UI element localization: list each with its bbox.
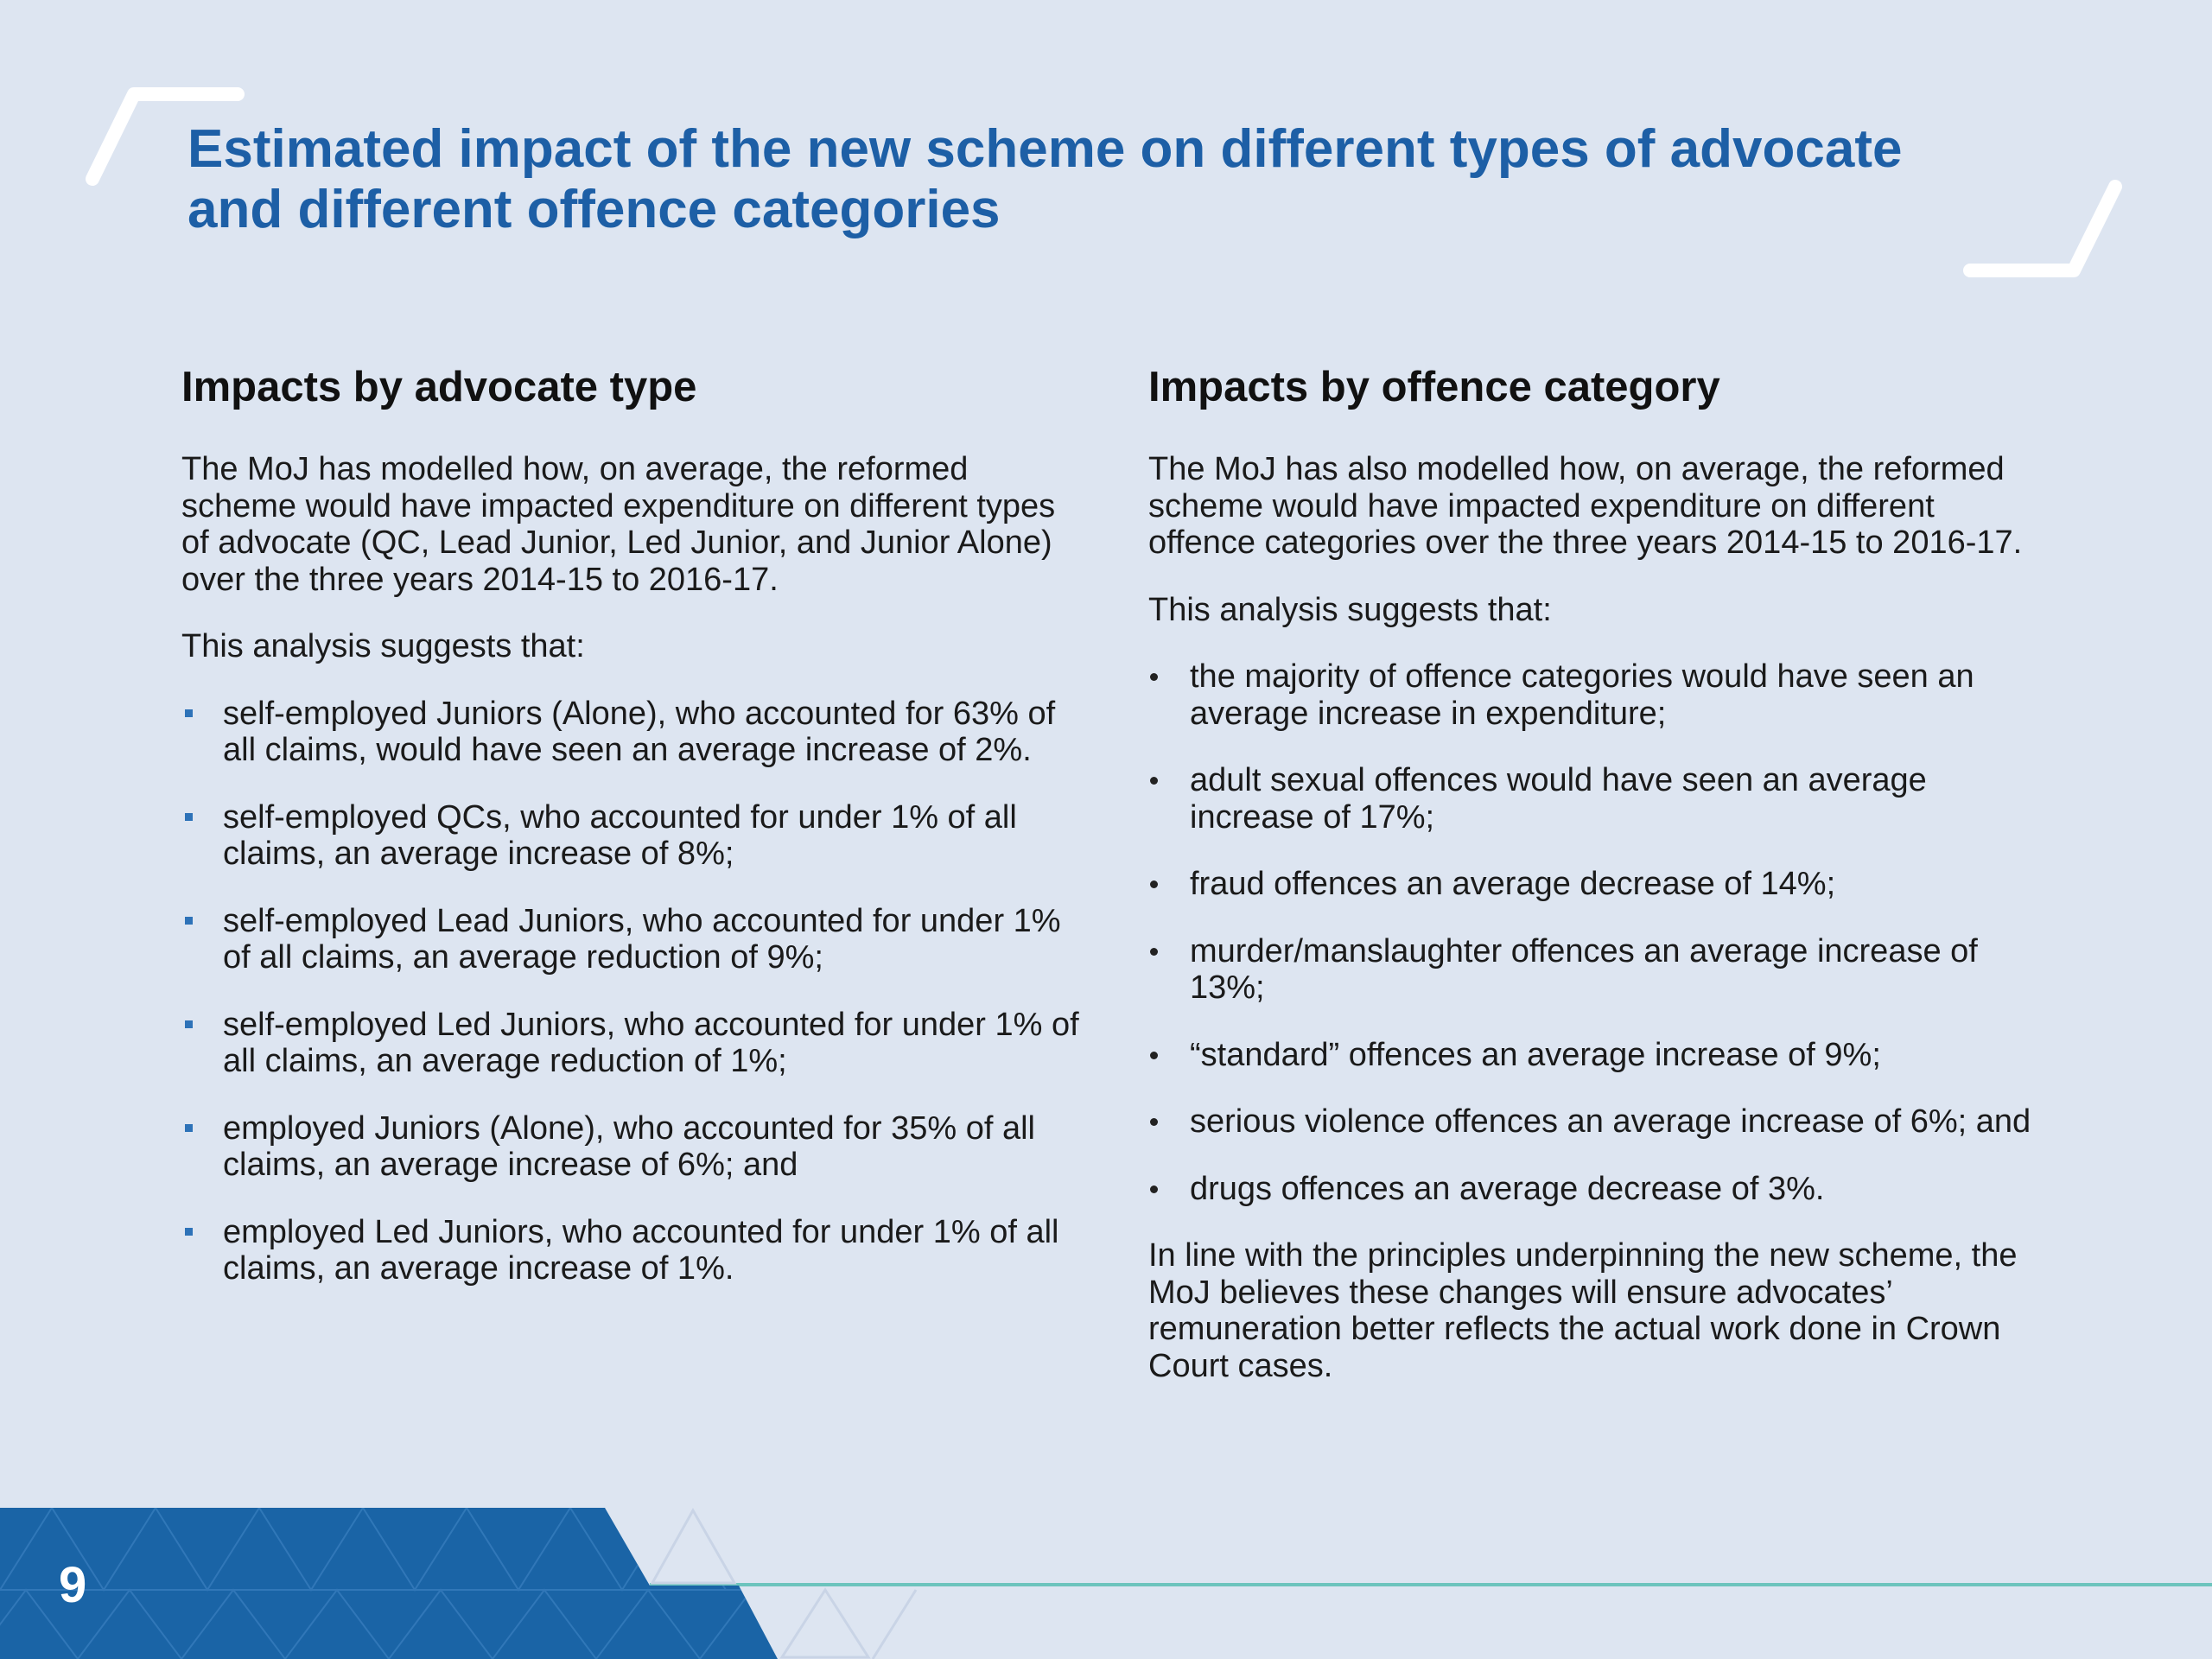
list-item: drugs offences an average decrease of 3%… — [1148, 1171, 2082, 1208]
round-bullet-icon — [1150, 777, 1158, 785]
square-bullet-icon — [185, 1227, 193, 1236]
analysis-suggests-text: This analysis suggests that: — [181, 628, 585, 664]
advocate-type-intro: The MoJ has modelled how, on average, th… — [181, 451, 1115, 598]
intro-line: of advocate (QC, Lead Junior, Led Junior… — [181, 524, 1052, 561]
list-item: adult sexual offences would have seen an… — [1148, 762, 2082, 836]
list-item-line: adult sexual offences would have seen an… — [1190, 762, 1927, 798]
round-bullet-icon — [1150, 1185, 1158, 1193]
list-item-line: drugs offences an average decrease of 3%… — [1190, 1170, 1825, 1207]
list-item-line: self-employed QCs, who accounted for und… — [223, 798, 1017, 836]
intro-line: scheme would have impacted expenditure o… — [1148, 487, 1935, 524]
list-item: murder/manslaughter offences an average … — [1148, 933, 2082, 1007]
intro-line: scheme would have impacted expenditure o… — [181, 487, 1056, 524]
advocate-type-heading: Impacts by advocate type — [181, 364, 697, 410]
list-item-line: fraud offences an average decrease of 14… — [1190, 866, 1836, 902]
list-item-line: average increase in expenditure; — [1190, 695, 1667, 732]
conclusion-line: MoJ believes these changes will ensure a… — [1148, 1274, 1893, 1311]
square-bullet-icon — [185, 812, 193, 821]
list-item: “standard” offences an average increase … — [1148, 1037, 2082, 1074]
round-bullet-icon — [1150, 880, 1158, 888]
slide-title: Estimated impact of the new scheme on di… — [188, 119, 2045, 240]
list-item-line: self-employed Juniors (Alone), who accou… — [223, 695, 1056, 732]
list-item: employed Juniors (Alone), who accounted … — [181, 1110, 1115, 1184]
list-item-line: employed Led Juniors, who accounted for … — [223, 1213, 1059, 1250]
footer-decoration — [0, 1507, 2212, 1659]
list-item-line: claims, an average increase of 1%. — [223, 1250, 734, 1287]
round-bullet-icon — [1150, 947, 1158, 956]
list-item-line: murder/manslaughter offences an average … — [1190, 932, 1978, 969]
intro-line: The MoJ has modelled how, on average, th… — [181, 451, 969, 487]
list-item-line: increase of 17%; — [1190, 798, 1435, 836]
list-item-line: 13%; — [1190, 969, 1265, 1006]
round-bullet-icon — [1150, 1118, 1158, 1126]
offence-category-intro: The MoJ has also modelled how, on averag… — [1148, 451, 2082, 562]
slide-title-line: Estimated impact of the new scheme on di… — [188, 119, 1903, 179]
analysis-suggests-text: This analysis suggests that: — [1148, 591, 1552, 628]
corner-bracket-top-left — [86, 87, 245, 186]
list-item-line: self-employed Led Juniors, who accounted… — [223, 1006, 1079, 1043]
list-item: serious violence offences an average inc… — [1148, 1103, 2082, 1141]
round-bullet-icon — [1150, 1051, 1158, 1059]
list-item-line: “standard” offences an average increase … — [1190, 1036, 1881, 1073]
list-item-line: of all claims, an average reduction of 9… — [223, 939, 823, 976]
square-bullet-icon — [185, 916, 193, 925]
page-number: 9 — [59, 1557, 87, 1613]
list-item-line: serious violence offences an average inc… — [1190, 1103, 2031, 1140]
list-item-line: employed Juniors (Alone), who accounted … — [223, 1109, 1035, 1147]
list-item-line: the majority of offence categories would… — [1190, 658, 1974, 695]
offence-category-heading: Impacts by offence category — [1148, 364, 1720, 410]
round-bullet-icon — [1150, 673, 1158, 681]
list-item: fraud offences an average decrease of 14… — [1148, 866, 2082, 903]
conclusion-line: In line with the principles underpinning… — [1148, 1237, 2018, 1274]
advocate-type-bullet-list: self-employed Juniors (Alone), who accou… — [181, 696, 1115, 1287]
list-item-line: all claims, would have seen an average i… — [223, 732, 1032, 768]
advocate-type-column: Impacts by advocate type The MoJ has mod… — [181, 361, 1115, 1318]
list-item: employed Led Juniors, who accounted for … — [181, 1214, 1115, 1287]
list-item: the majority of offence categories would… — [1148, 658, 2082, 732]
intro-line: The MoJ has also modelled how, on averag… — [1148, 451, 2005, 487]
conclusion-line: remuneration better reflects the actual … — [1148, 1311, 2001, 1347]
intro-line: offence categories over the three years … — [1148, 524, 2023, 561]
list-item: self-employed Led Juniors, who accounted… — [181, 1007, 1115, 1080]
conclusion-line: Court cases. — [1148, 1347, 1333, 1384]
square-bullet-icon — [185, 1020, 193, 1028]
list-item: self-employed Lead Juniors, who accounte… — [181, 903, 1115, 976]
conclusion-paragraph: In line with the principles underpinning… — [1148, 1237, 2082, 1384]
square-bullet-icon — [185, 709, 193, 717]
list-item-line: claims, an average increase of 8%; — [223, 836, 734, 872]
list-item-line: self-employed Lead Juniors, who accounte… — [223, 902, 1061, 939]
offence-category-column: Impacts by offence category The MoJ has … — [1148, 361, 2082, 1414]
intro-line: over the three years 2014-15 to 2016-17. — [181, 561, 779, 598]
list-item: self-employed Juniors (Alone), who accou… — [181, 696, 1115, 769]
offence-category-bullet-list: the majority of offence categories would… — [1148, 658, 2082, 1207]
square-bullet-icon — [185, 1123, 193, 1132]
corner-bracket-bottom-right — [1963, 180, 2122, 277]
list-item-line: claims, an average increase of 6%; and — [223, 1147, 798, 1183]
slide-title-line: and different offence categories — [188, 180, 1001, 239]
list-item: self-employed QCs, who accounted for und… — [181, 799, 1115, 873]
list-item-line: all claims, an average reduction of 1%; — [223, 1043, 787, 1079]
